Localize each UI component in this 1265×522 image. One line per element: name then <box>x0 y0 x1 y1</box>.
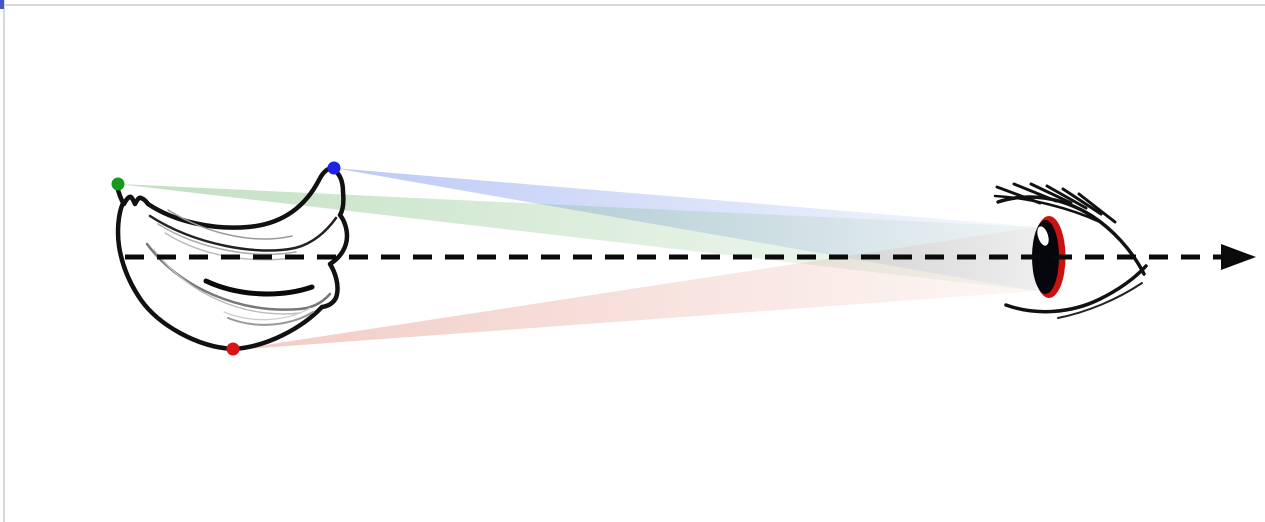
banana-separation-upper <box>148 214 338 252</box>
eyelash <box>1077 192 1117 224</box>
banana-bunch <box>115 166 350 352</box>
eyelash <box>1012 182 1058 203</box>
optical-axis <box>125 244 1256 270</box>
object-point-top-marker <box>327 161 341 175</box>
eyelash <box>1045 184 1088 210</box>
banana-contour-line <box>227 311 314 326</box>
canvas-left-border <box>3 0 5 522</box>
banana-contour-line <box>167 209 293 240</box>
canvas-top-border <box>0 4 1265 6</box>
eye-lower-lash-line <box>1057 282 1143 319</box>
eye-lower-lid <box>1004 264 1148 314</box>
eyelash <box>1029 182 1073 205</box>
eyelash <box>1061 187 1103 216</box>
banana-contour-line <box>223 307 311 321</box>
banana-crease-dark <box>203 278 315 297</box>
object-point-bottom-marker <box>226 342 240 356</box>
eyelash <box>995 185 1042 205</box>
banana-contour-line <box>153 249 301 315</box>
eye-highlight <box>1037 226 1049 246</box>
banana-separation-lower <box>145 242 332 311</box>
cursor-corner-mark <box>0 0 4 9</box>
object-point-side-marker <box>111 177 125 191</box>
axis-arrowhead-icon <box>1221 244 1256 270</box>
banana-contour-line <box>157 223 297 256</box>
eye-lashes <box>995 182 1117 224</box>
eye-brow-lash-sweep <box>993 194 1102 224</box>
eye <box>993 182 1148 319</box>
